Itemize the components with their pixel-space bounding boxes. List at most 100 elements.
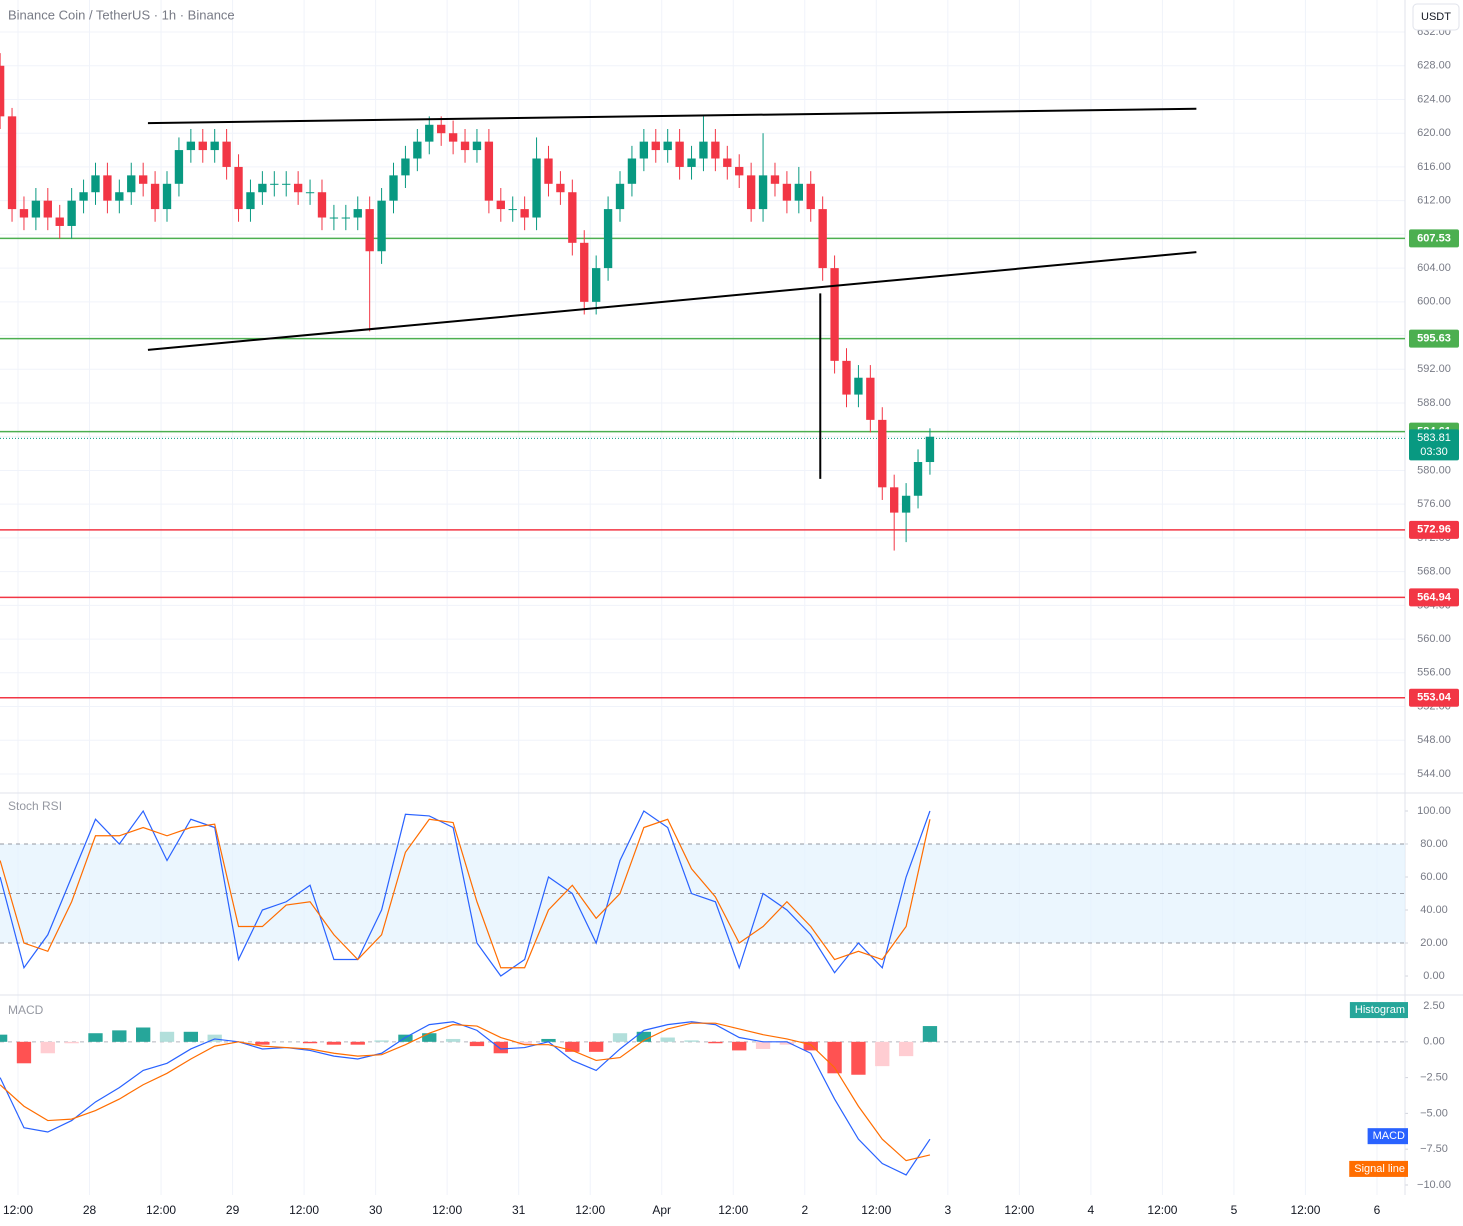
candle-body — [43, 200, 52, 218]
candle-body — [150, 183, 160, 210]
histogram-bar — [493, 1041, 508, 1054]
candle-body — [425, 124, 434, 142]
candle-body — [580, 242, 589, 302]
series-tag-label: Histogram — [1355, 1004, 1405, 1016]
candle-body — [890, 487, 899, 513]
x-tick-label: 12:00 — [146, 1203, 176, 1217]
candle-body — [317, 192, 327, 218]
candle-body — [627, 158, 637, 184]
candle-body — [198, 141, 207, 151]
candle-body — [7, 116, 17, 210]
y-tick-label: 612.00 — [1417, 195, 1451, 207]
candle-body — [246, 192, 255, 210]
candle-body — [723, 158, 732, 167]
pane-title: MACD — [8, 1003, 44, 1017]
chart-title: Binance Coin / TetherUS · 1h · Binance — [8, 7, 235, 22]
histogram-bar — [183, 1031, 199, 1042]
histogram-bar — [374, 1040, 389, 1042]
candle-body — [687, 158, 696, 167]
y-tick-label: 624.00 — [1417, 93, 1451, 105]
candle-body — [496, 200, 505, 210]
trend-line — [147, 107, 1197, 125]
y-tick-label: 2.50 — [1423, 1000, 1444, 1012]
y-tick-label: 580.00 — [1417, 464, 1451, 476]
candle-body — [91, 175, 100, 193]
candle-body — [365, 209, 374, 252]
histogram-bar — [589, 1041, 604, 1052]
candle-body — [103, 175, 112, 201]
series-line — [0, 1022, 931, 1162]
candle-body — [782, 183, 792, 201]
candle-body — [925, 436, 935, 463]
x-tick-label: 30 — [369, 1203, 383, 1217]
candle-body — [711, 141, 720, 159]
histogram-bar — [350, 1041, 365, 1045]
histogram-bar — [779, 1041, 795, 1045]
x-tick-label: 12:00 — [1290, 1203, 1320, 1217]
histogram-bar — [612, 1033, 628, 1042]
candle-body — [401, 158, 410, 176]
x-tick-label: 12:00 — [1004, 1203, 1034, 1217]
candle-body — [162, 183, 172, 210]
histogram-bar — [469, 1041, 485, 1047]
candle-body — [55, 217, 64, 226]
candle-body — [293, 183, 303, 193]
histogram-bar — [541, 1038, 556, 1042]
y-tick-label: 40.00 — [1420, 904, 1448, 916]
candle-body — [568, 192, 577, 243]
histogram-bar — [445, 1038, 461, 1042]
histogram-bar — [112, 1030, 127, 1042]
candle-body — [854, 377, 863, 395]
y-tick-label: 100.00 — [1417, 805, 1451, 817]
candle-body — [913, 462, 923, 496]
y-tick-label: −5.00 — [1420, 1107, 1448, 1119]
x-tick-label: 4 — [1088, 1203, 1095, 1217]
level-tag — [1409, 588, 1459, 607]
candle-body — [556, 183, 565, 193]
level-label: 553.04 — [1417, 692, 1452, 704]
candle-body — [389, 175, 398, 201]
currency-label: USDT — [1421, 11, 1451, 23]
histogram-bar — [40, 1041, 55, 1054]
trend-line — [147, 251, 1197, 351]
level-label: 595.63 — [1417, 333, 1451, 345]
level-label: 607.53 — [1417, 232, 1451, 244]
level-label: 572.96 — [1417, 524, 1451, 536]
candle-body — [651, 141, 660, 151]
candle-body — [413, 141, 422, 159]
x-tick-label: 12:00 — [575, 1203, 605, 1217]
y-tick-label: 544.00 — [1417, 768, 1451, 780]
y-tick-label: −7.50 — [1420, 1143, 1448, 1155]
x-tick-label: 29 — [226, 1203, 240, 1217]
y-tick-label: 568.00 — [1417, 566, 1451, 578]
candle-body — [329, 217, 339, 219]
candle-body — [448, 133, 458, 142]
candle-body — [460, 141, 470, 151]
candle-body — [79, 192, 88, 201]
candle-body — [67, 200, 76, 226]
candle-body — [699, 141, 708, 159]
candle-body — [282, 183, 291, 185]
candle-body — [675, 141, 684, 167]
y-tick-label: 560.00 — [1417, 633, 1451, 645]
candle-body — [544, 158, 553, 184]
candle-body — [377, 200, 386, 252]
histogram-bar — [803, 1041, 818, 1051]
countdown-label: 03:30 — [1420, 446, 1448, 458]
pane-title: Stoch RSI — [8, 799, 62, 813]
histogram-bar — [875, 1041, 890, 1067]
y-tick-label: 604.00 — [1417, 262, 1451, 274]
candle-body — [532, 158, 541, 218]
y-tick-label: 0.00 — [1423, 970, 1444, 982]
candle-body — [186, 141, 196, 151]
histogram-bar — [660, 1037, 675, 1042]
candle-body — [866, 377, 875, 420]
level-label: 564.94 — [1417, 591, 1452, 603]
candle-body — [305, 192, 315, 194]
x-tick-label: 3 — [944, 1203, 951, 1217]
series-tag-label: Signal line — [1354, 1163, 1405, 1175]
histogram-bar — [16, 1041, 32, 1064]
x-tick-label: 12:00 — [718, 1203, 748, 1217]
candle-body — [472, 141, 482, 151]
